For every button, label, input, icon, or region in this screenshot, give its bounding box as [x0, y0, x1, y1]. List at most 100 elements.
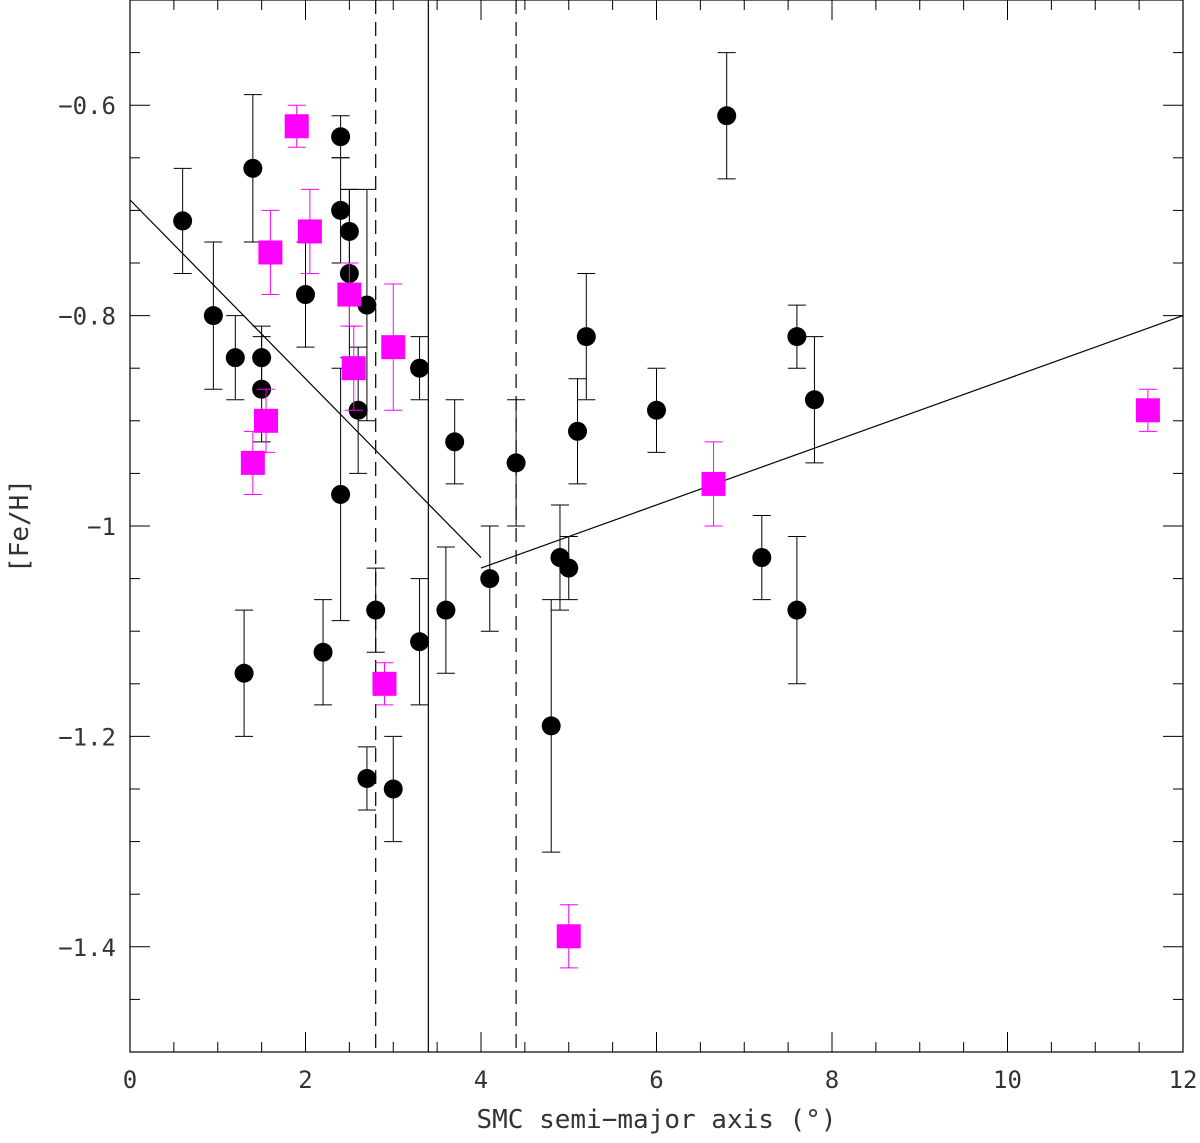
- circle-marker: [752, 548, 772, 568]
- circle-marker: [173, 211, 193, 231]
- square-point: [254, 388, 279, 453]
- circle-marker: [717, 106, 737, 126]
- square-marker: [297, 219, 322, 244]
- fit-line: [129, 199, 482, 558]
- circle-point: [506, 399, 526, 527]
- square-point: [258, 209, 283, 296]
- y-tick-label: −1.2: [58, 723, 116, 751]
- circle-point: [331, 115, 351, 159]
- circle-point: [576, 273, 596, 401]
- circle-marker: [576, 327, 596, 347]
- square-point: [297, 188, 322, 275]
- square-point: [372, 662, 397, 706]
- circle-marker: [203, 306, 223, 326]
- circle-point: [366, 567, 386, 653]
- circle-marker: [225, 348, 245, 368]
- circle-marker: [331, 484, 351, 504]
- x-tick-label: 10: [993, 1066, 1022, 1094]
- square-marker: [556, 924, 581, 949]
- fit-line: [480, 315, 1184, 569]
- circle-marker: [647, 400, 666, 420]
- circle-point: [541, 599, 561, 853]
- square-point: [337, 262, 362, 327]
- circle-point: [383, 735, 403, 843]
- x-tick-label: 6: [649, 1066, 663, 1094]
- circle-point: [225, 315, 245, 401]
- circle-point: [568, 378, 588, 485]
- circle-marker: [480, 569, 500, 589]
- square-point: [284, 104, 309, 148]
- circle-point: [787, 536, 807, 685]
- circle-point: [234, 609, 254, 737]
- y-axis-label: [Fe/H]: [5, 479, 35, 573]
- circle-marker: [787, 600, 807, 620]
- circle-marker: [568, 421, 588, 441]
- circle-marker: [559, 558, 579, 578]
- points-layer: [173, 52, 1160, 969]
- circle-marker: [541, 716, 561, 736]
- tick-labels-layer: 0 2 4 6 8 10 12 −1.4 −1.2 −1 −0.8 −0.6: [58, 92, 1197, 1094]
- x-tick-label: 2: [298, 1066, 312, 1094]
- square-marker: [284, 114, 309, 139]
- square-marker: [701, 471, 726, 496]
- circle-point: [173, 167, 193, 275]
- circle-marker: [243, 158, 263, 178]
- square-point: [240, 430, 265, 495]
- circle-marker: [506, 453, 526, 473]
- x-tick-label: 4: [474, 1066, 488, 1094]
- circle-point: [550, 504, 570, 611]
- circle-point: [243, 94, 263, 243]
- circle-point: [436, 546, 456, 674]
- circle-marker: [366, 600, 386, 620]
- square-marker: [254, 408, 279, 433]
- y-tick-label: −1: [87, 513, 116, 541]
- square-point: [341, 325, 366, 411]
- circle-marker: [410, 358, 430, 378]
- circle-marker: [383, 779, 403, 799]
- y-tick-label: −0.8: [58, 303, 116, 331]
- circle-point: [357, 188, 377, 422]
- circle-marker: [331, 200, 351, 220]
- circle-marker: [804, 390, 824, 410]
- y-tick-label: −1.4: [58, 934, 116, 962]
- circle-marker: [313, 642, 333, 662]
- circle-marker: [331, 127, 351, 147]
- circle-point: [296, 241, 315, 348]
- square-marker: [1135, 398, 1160, 423]
- circle-point: [410, 578, 430, 706]
- circle-point: [331, 367, 351, 622]
- lines-layer: [129, 0, 1184, 1052]
- square-marker: [372, 671, 397, 696]
- circle-point: [410, 336, 430, 401]
- circle-marker: [296, 285, 315, 305]
- circle-marker: [787, 327, 807, 347]
- x-axis-label: SMC semi−major axis (°): [476, 1105, 836, 1135]
- x-tick-label: 0: [123, 1066, 137, 1094]
- square-marker: [258, 240, 283, 265]
- square-point: [381, 283, 406, 411]
- square-marker: [381, 335, 406, 360]
- circle-point: [313, 599, 333, 706]
- square-point: [701, 441, 726, 527]
- circle-marker: [357, 768, 377, 788]
- circle-point: [647, 367, 666, 453]
- circle-point: [331, 157, 351, 264]
- circle-point: [203, 241, 223, 390]
- circle-marker: [234, 663, 254, 683]
- square-marker: [337, 282, 362, 307]
- circle-point: [787, 304, 807, 369]
- circle-marker: [357, 295, 377, 315]
- square-point: [556, 904, 581, 969]
- square-marker: [240, 450, 265, 475]
- square-point: [1135, 388, 1160, 432]
- y-tick-label: −0.6: [58, 92, 116, 120]
- circle-point: [717, 52, 737, 180]
- circle-marker: [445, 432, 465, 452]
- circle-marker: [410, 632, 430, 652]
- plot-frame: [129, 0, 1184, 1053]
- square-marker: [341, 356, 366, 381]
- circle-point: [357, 746, 377, 811]
- circle-marker: [436, 600, 456, 620]
- x-tick-label: 8: [825, 1066, 839, 1094]
